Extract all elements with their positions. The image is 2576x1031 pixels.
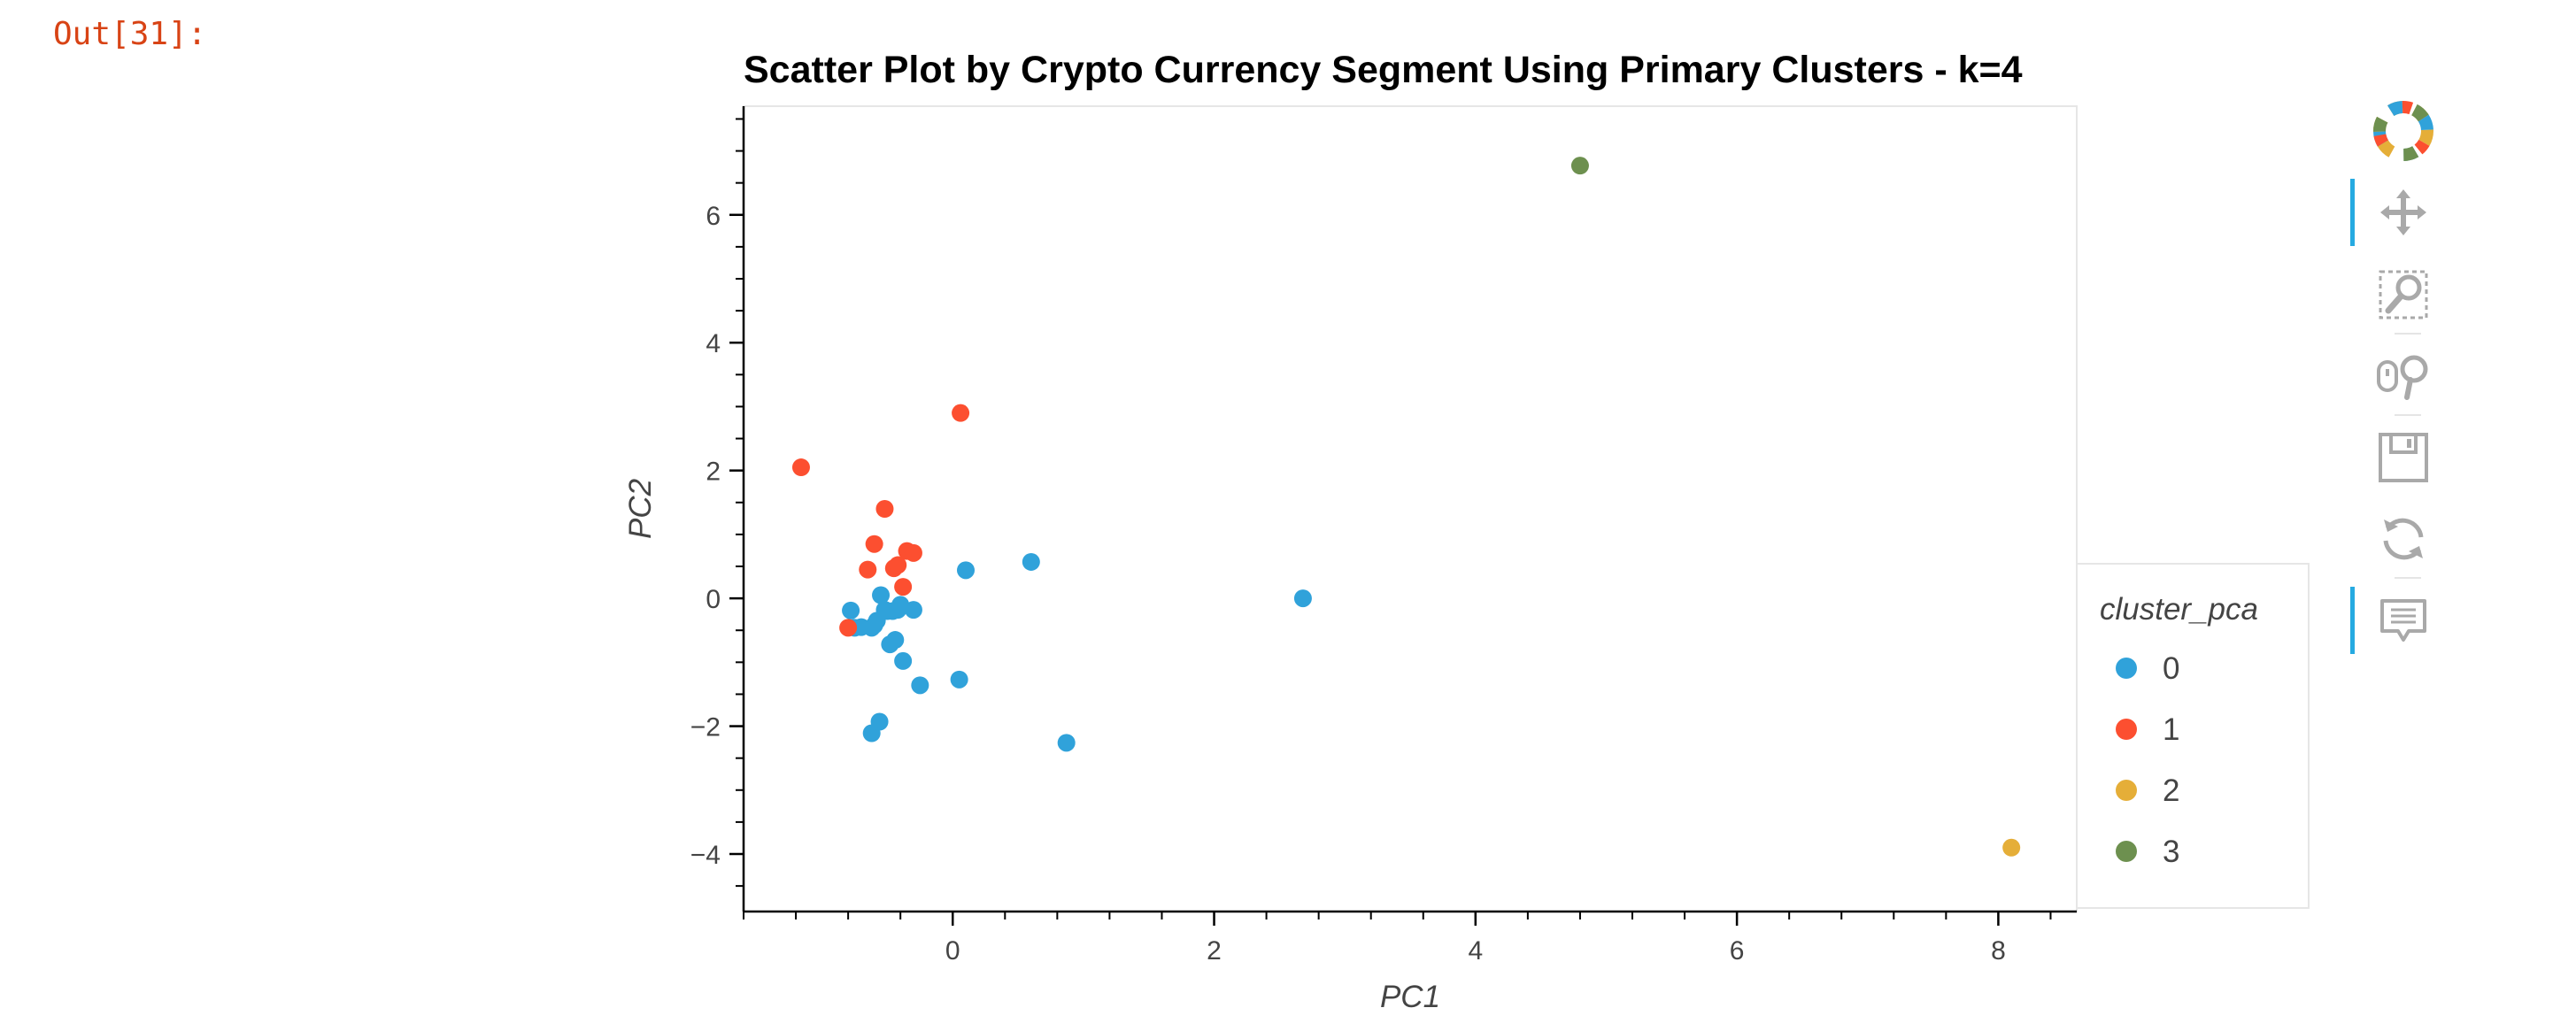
data-point-cluster-1[interactable] — [791, 458, 810, 477]
data-point-cluster-1[interactable] — [875, 500, 894, 518]
toolbar-separator — [2395, 333, 2421, 335]
data-point-cluster-2[interactable] — [2002, 838, 2021, 857]
y-tick-label: 4 — [706, 329, 721, 358]
x-tick-label: 0 — [945, 936, 960, 966]
data-point-cluster-0[interactable] — [1293, 589, 1312, 608]
data-point-cluster-0[interactable] — [1022, 552, 1040, 571]
toolbar-separator — [2395, 414, 2421, 416]
bokeh-logo-icon[interactable] — [2350, 96, 2456, 166]
data-point-cluster-0[interactable] — [950, 670, 968, 689]
data-point-cluster-0[interactable] — [911, 676, 929, 695]
x-axis-label: PC1 — [1380, 980, 1440, 1014]
pan-tool-icon[interactable] — [2350, 177, 2456, 248]
legend-title: cluster_pca — [2100, 592, 2258, 627]
legend-label-1: 1 — [2163, 712, 2179, 747]
y-axis-label: PC2 — [623, 479, 658, 539]
x-tick-label: 4 — [1468, 936, 1483, 966]
data-point-cluster-1[interactable] — [889, 556, 907, 574]
wheel-zoom-tool-icon[interactable] — [2350, 341, 2456, 412]
data-point-cluster-1[interactable] — [865, 535, 883, 553]
legend: cluster_pca 0 1 2 3 — [2100, 592, 2258, 869]
data-point-cluster-0[interactable] — [872, 586, 891, 604]
y-tick-label: −4 — [690, 841, 721, 870]
data-point-cluster-0[interactable] — [904, 601, 922, 619]
toolbar-separator — [2395, 577, 2421, 579]
y-tick-label: 0 — [706, 585, 721, 614]
axes: −4 −2 0 2 4 6 0 2 4 6 8 — [690, 106, 2077, 966]
data-point-cluster-1[interactable] — [904, 543, 922, 562]
legend-marker-1 — [2116, 719, 2137, 740]
data-points[interactable] — [791, 157, 2021, 857]
box-zoom-tool-icon[interactable] — [2350, 259, 2456, 330]
output-prompt: Out[31]: — [53, 16, 207, 52]
legend-label-2: 2 — [2163, 773, 2179, 808]
data-point-cluster-1[interactable] — [859, 560, 877, 579]
legend-label-3: 3 — [2163, 835, 2179, 869]
data-point-cluster-0[interactable] — [842, 601, 860, 619]
save-tool-icon[interactable] — [2350, 422, 2456, 493]
hover-tool-icon[interactable] — [2350, 585, 2456, 656]
y-tick-label: −2 — [690, 713, 721, 742]
plot-toolbar — [2350, 96, 2456, 671]
plot-frame — [743, 105, 2078, 912]
data-point-cluster-1[interactable] — [952, 404, 970, 422]
data-point-cluster-1[interactable] — [894, 578, 913, 596]
x-tick-label: 2 — [1207, 936, 1222, 966]
x-tick-label: 6 — [1730, 936, 1745, 966]
legend-marker-3 — [2116, 841, 2137, 862]
data-point-cluster-0[interactable] — [894, 651, 913, 670]
chart-title: Scatter Plot by Crypto Currency Segment … — [744, 49, 2023, 91]
y-tick-label: 2 — [706, 458, 721, 487]
y-tick-label: 6 — [706, 202, 721, 231]
data-point-cluster-0[interactable] — [870, 712, 889, 731]
legend-marker-2 — [2116, 780, 2137, 801]
reset-tool-icon[interactable] — [2350, 504, 2456, 574]
data-point-cluster-0[interactable] — [957, 561, 975, 580]
legend-label-0: 0 — [2163, 651, 2179, 686]
data-point-cluster-3[interactable] — [1570, 157, 1589, 175]
legend-marker-0 — [2116, 658, 2137, 679]
data-point-cluster-0[interactable] — [886, 631, 905, 650]
legend-frame — [2076, 563, 2310, 909]
data-point-cluster-0[interactable] — [1057, 734, 1076, 752]
data-point-cluster-1[interactable] — [839, 619, 858, 637]
x-tick-label: 8 — [1991, 936, 2006, 966]
